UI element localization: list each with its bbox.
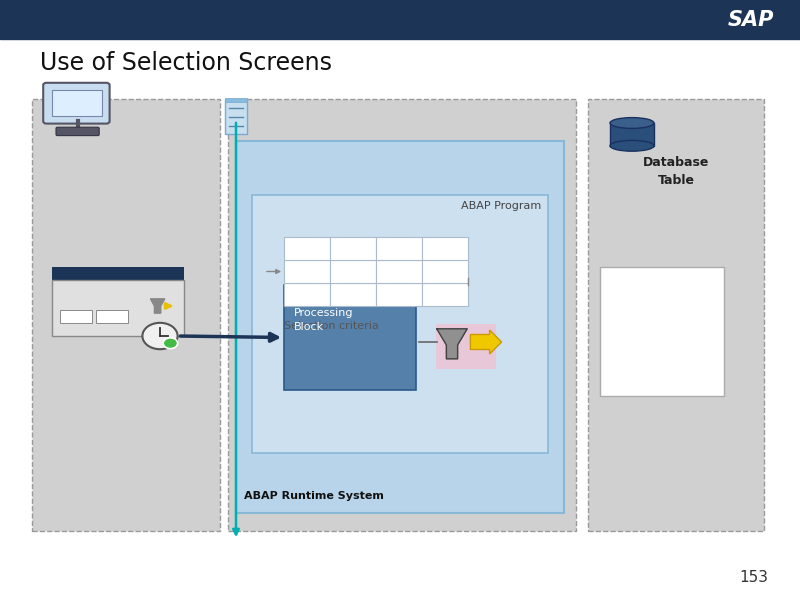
Text: ABAP Program: ABAP Program bbox=[462, 201, 542, 211]
Bar bbox=[610, 123, 654, 146]
Circle shape bbox=[163, 338, 178, 349]
Bar bbox=[52, 280, 184, 336]
Polygon shape bbox=[437, 329, 467, 359]
Bar bbox=[330, 283, 376, 306]
Bar bbox=[96, 310, 128, 323]
FancyBboxPatch shape bbox=[43, 83, 110, 124]
Bar bbox=[376, 260, 422, 283]
Bar bbox=[60, 310, 92, 323]
Text: 153: 153 bbox=[739, 570, 768, 585]
Bar bbox=[284, 283, 330, 306]
FancyBboxPatch shape bbox=[56, 127, 99, 136]
Bar bbox=[376, 283, 422, 306]
Bar bbox=[284, 237, 330, 260]
Bar bbox=[32, 99, 220, 531]
Bar bbox=[376, 237, 422, 260]
Text: ABAP
Processing
Block: ABAP Processing Block bbox=[294, 294, 353, 332]
Bar bbox=[284, 285, 416, 390]
Bar bbox=[330, 260, 376, 283]
FancyArrow shape bbox=[470, 330, 502, 354]
Bar bbox=[52, 267, 184, 280]
Bar bbox=[422, 237, 468, 260]
Ellipse shape bbox=[610, 118, 654, 128]
Bar bbox=[0, 0, 800, 39]
Text: SAP: SAP bbox=[728, 10, 774, 30]
Bar bbox=[52, 90, 102, 116]
Bar bbox=[284, 260, 330, 283]
Text: Selection criteria: Selection criteria bbox=[284, 321, 378, 331]
Bar bbox=[436, 324, 496, 369]
Bar bbox=[252, 195, 548, 453]
Bar bbox=[330, 237, 376, 260]
Text: ABAP Runtime System: ABAP Runtime System bbox=[244, 491, 384, 501]
Polygon shape bbox=[150, 299, 165, 313]
Bar bbox=[225, 98, 247, 102]
Text: Use of Selection Screens: Use of Selection Screens bbox=[40, 51, 332, 75]
Circle shape bbox=[142, 323, 178, 349]
Text: Database
Table: Database Table bbox=[643, 156, 709, 187]
Bar bbox=[600, 267, 724, 396]
Bar bbox=[225, 99, 247, 134]
Bar bbox=[588, 99, 764, 531]
Ellipse shape bbox=[610, 140, 654, 151]
Bar bbox=[422, 283, 468, 306]
Bar bbox=[422, 260, 468, 283]
Bar bbox=[228, 99, 576, 531]
Bar bbox=[236, 141, 564, 513]
